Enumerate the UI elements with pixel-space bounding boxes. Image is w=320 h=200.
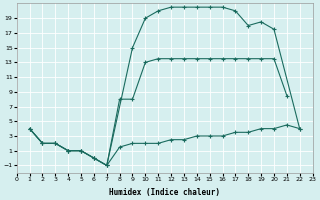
- X-axis label: Humidex (Indice chaleur): Humidex (Indice chaleur): [109, 188, 220, 197]
